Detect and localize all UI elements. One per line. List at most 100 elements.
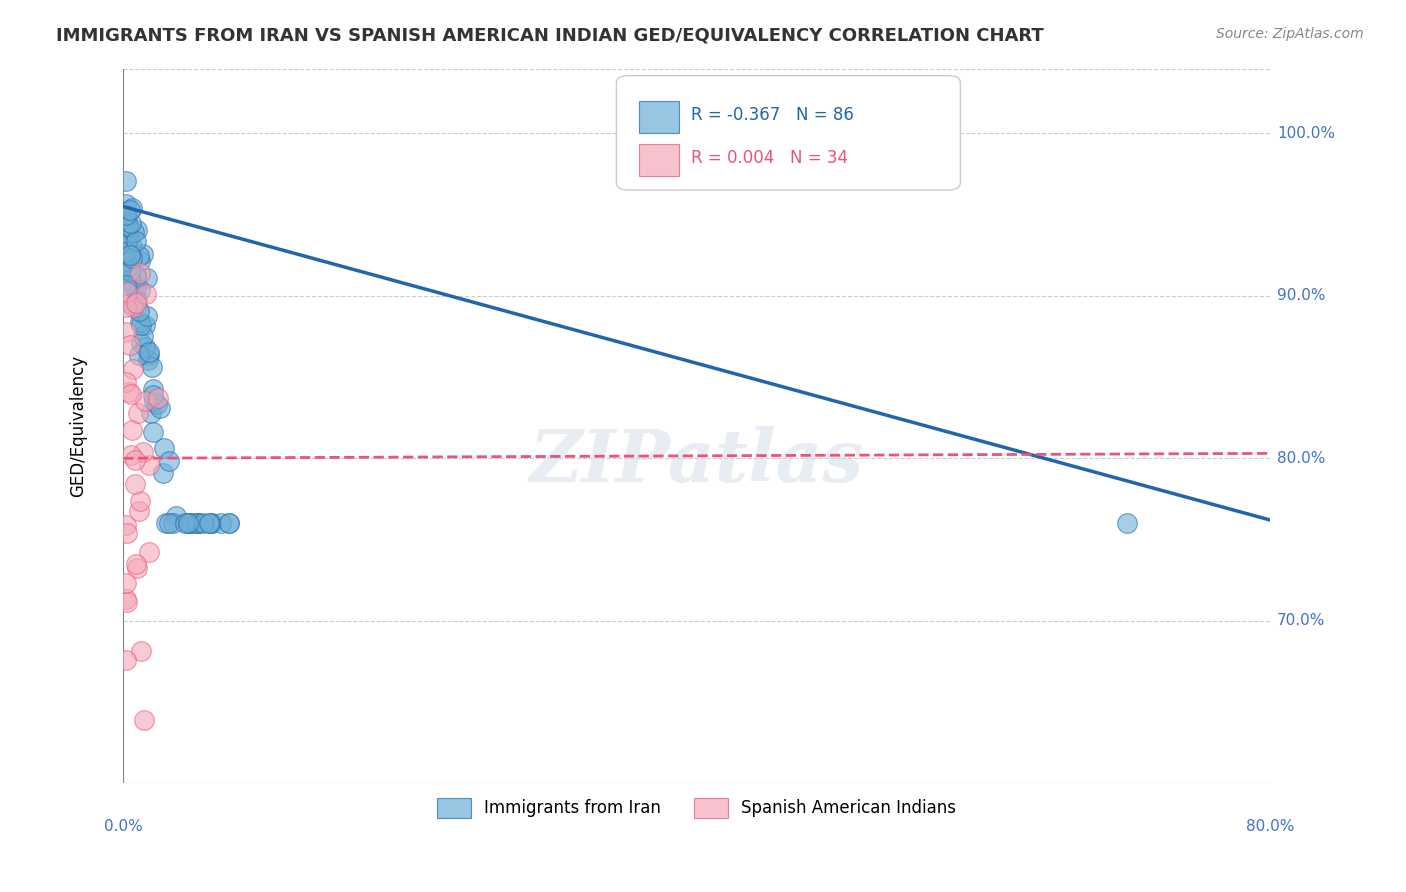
Immigrants from Iran [201, 516, 224, 531]
Text: 0.0%: 0.0% [104, 819, 142, 834]
Immigrants from Iran [118, 231, 141, 245]
Immigrants from Iran [177, 516, 200, 531]
Immigrants from Iran [120, 264, 142, 278]
Immigrants from Iran [128, 249, 150, 263]
Text: GED/Equivalency: GED/Equivalency [69, 355, 87, 497]
Immigrants from Iran [180, 516, 202, 531]
Immigrants from Iran [115, 174, 138, 188]
Immigrants from Iran [145, 397, 167, 411]
Immigrants from Iran [124, 268, 146, 283]
Immigrants from Iran [115, 197, 138, 211]
Immigrants from Iran [115, 244, 138, 259]
Spanish American Indians [134, 713, 156, 727]
Immigrants from Iran [124, 282, 146, 296]
Immigrants from Iran [128, 253, 150, 268]
Immigrants from Iran [1115, 516, 1137, 531]
Immigrants from Iran [141, 406, 163, 420]
Spanish American Indians [120, 387, 142, 401]
Spanish American Indians [124, 477, 146, 491]
Immigrants from Iran [136, 352, 159, 367]
Immigrants from Iran [142, 382, 165, 396]
Spanish American Indians [115, 526, 138, 541]
Immigrants from Iran [115, 221, 138, 235]
Spanish American Indians [131, 444, 153, 458]
Spanish American Indians [118, 384, 141, 399]
Immigrants from Iran [218, 516, 240, 531]
Spanish American Indians [134, 393, 156, 408]
Immigrants from Iran [118, 230, 141, 244]
Immigrants from Iran [115, 236, 138, 251]
Immigrants from Iran [165, 508, 187, 523]
Immigrants from Iran [115, 214, 138, 228]
Immigrants from Iran [115, 235, 138, 250]
Text: R = 0.004   N = 34: R = 0.004 N = 34 [690, 149, 848, 167]
Text: R = -0.367   N = 86: R = -0.367 N = 86 [690, 106, 853, 124]
Immigrants from Iran [115, 274, 138, 288]
Immigrants from Iran [122, 225, 145, 239]
Text: ZIPatlas: ZIPatlas [530, 426, 863, 497]
Immigrants from Iran [155, 516, 177, 531]
Immigrants from Iran [186, 516, 208, 531]
Immigrants from Iran [209, 516, 232, 531]
Spanish American Indians [121, 361, 143, 376]
Immigrants from Iran [115, 261, 138, 276]
Spanish American Indians [146, 392, 169, 406]
Text: 70.0%: 70.0% [1277, 613, 1326, 628]
Immigrants from Iran [186, 516, 208, 531]
Immigrants from Iran [191, 516, 214, 531]
Immigrants from Iran [125, 269, 148, 284]
Immigrants from Iran [198, 516, 221, 531]
Spanish American Indians [115, 576, 138, 591]
Immigrants from Iran [142, 394, 165, 409]
Immigrants from Iran [117, 219, 139, 234]
Immigrants from Iran [122, 277, 145, 292]
Spanish American Indians [124, 453, 146, 467]
Immigrants from Iran [118, 273, 141, 287]
Text: IMMIGRANTS FROM IRAN VS SPANISH AMERICAN INDIAN GED/EQUIVALENCY CORRELATION CHAR: IMMIGRANTS FROM IRAN VS SPANISH AMERICAN… [56, 27, 1045, 45]
Text: 80.0%: 80.0% [1277, 450, 1326, 466]
Spanish American Indians [129, 644, 152, 658]
Immigrants from Iran [120, 271, 142, 285]
Immigrants from Iran [138, 347, 160, 361]
Immigrants from Iran [136, 271, 159, 285]
Spanish American Indians [135, 286, 157, 301]
Immigrants from Iran [157, 516, 180, 531]
Spanish American Indians [125, 561, 148, 575]
Text: Source: ZipAtlas.com: Source: ZipAtlas.com [1216, 27, 1364, 41]
Spanish American Indians [115, 595, 138, 609]
Spanish American Indians [129, 494, 152, 508]
Immigrants from Iran [120, 217, 142, 231]
FancyBboxPatch shape [640, 144, 679, 176]
Immigrants from Iran [121, 251, 143, 265]
Immigrants from Iran [115, 213, 138, 227]
Spanish American Indians [115, 300, 138, 314]
Immigrants from Iran [120, 203, 142, 218]
Text: 90.0%: 90.0% [1277, 288, 1326, 303]
Immigrants from Iran [115, 263, 138, 277]
Immigrants from Iran [142, 425, 165, 440]
Immigrants from Iran [134, 340, 156, 354]
Immigrants from Iran [118, 245, 141, 260]
Spanish American Indians [115, 653, 138, 667]
Immigrants from Iran [125, 223, 148, 237]
Immigrants from Iran [115, 278, 138, 293]
Immigrants from Iran [149, 401, 172, 416]
Spanish American Indians [128, 504, 150, 518]
Spanish American Indians [115, 592, 138, 607]
Immigrants from Iran [115, 208, 138, 222]
Immigrants from Iran [136, 309, 159, 323]
Immigrants from Iran [128, 304, 150, 318]
Immigrants from Iran [177, 516, 200, 531]
Immigrants from Iran [141, 360, 163, 375]
Immigrants from Iran [118, 248, 141, 262]
Immigrants from Iran [129, 283, 152, 297]
Immigrants from Iran [115, 205, 138, 219]
Text: 80.0%: 80.0% [1246, 819, 1294, 834]
Spanish American Indians [115, 325, 138, 339]
Immigrants from Iran [157, 453, 180, 467]
Immigrants from Iran [132, 247, 155, 261]
Spanish American Indians [115, 285, 138, 299]
Immigrants from Iran [128, 315, 150, 329]
Immigrants from Iran [115, 211, 138, 225]
Immigrants from Iran [131, 318, 153, 333]
